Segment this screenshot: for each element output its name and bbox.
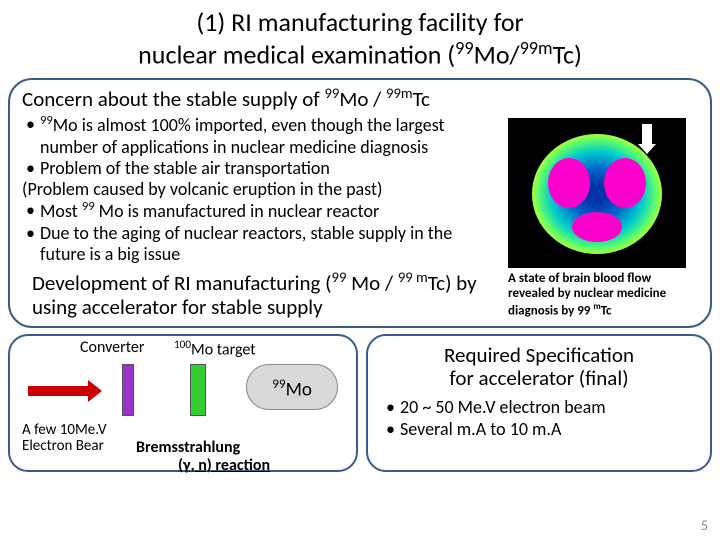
bullet-item: Most 99 Mo is manufactured in nuclear re…: [22, 200, 500, 222]
bullet-item: Problem of the stable air transportation: [22, 158, 500, 179]
converter-bar: [122, 364, 134, 416]
reaction-label: (γ, n) reaction: [178, 456, 270, 475]
target-label: 100Mo target: [174, 338, 256, 359]
brain-image-column: A state of brain blood flow revealed by …: [508, 114, 698, 319]
brems-label: Bremsstrahlung: [136, 438, 240, 457]
spec-item: Several m.A to 10 m.A: [382, 418, 696, 440]
bullet-item: Due to the aging of nuclear reactors, st…: [22, 223, 500, 265]
brain-caption: A state of brain blood flow revealed by …: [508, 272, 698, 319]
arrow-icon: [642, 124, 652, 144]
spec-box: Required Specificationfor accelerator (f…: [366, 334, 712, 472]
concern-title: Concern about the stable supply of 99Mo …: [22, 84, 698, 112]
spec-title: Required Specificationfor accelerator (f…: [382, 344, 696, 390]
converter-label: Converter: [80, 338, 144, 357]
slide-title: (1) RI manufacturing facility for nuclea…: [0, 0, 720, 76]
target-bar: [190, 364, 206, 416]
page-number: 5: [701, 517, 708, 534]
mo-cloud: 99Mo: [246, 364, 338, 410]
bullet-paren: (Problem caused by volcanic eruption in …: [22, 179, 500, 200]
diagram-box: Converter 100Mo target 99Mo A few 10Me.V…: [8, 334, 358, 472]
brain-scan-image: [508, 118, 686, 268]
bullet-item: 99Mo is almost 100% imported, even thoug…: [22, 114, 500, 157]
electron-text: A few 10Me.V Electron Bear: [22, 422, 106, 455]
spec-list: 20 ~ 50 Me.V electron beam Several m.A t…: [382, 396, 696, 440]
spec-item: 20 ~ 50 Me.V electron beam: [382, 396, 696, 418]
bullet-list: 99Mo is almost 100% imported, even thoug…: [22, 114, 500, 319]
beam-arrow-icon: [28, 386, 88, 396]
concern-box: Concern about the stable supply of 99Mo …: [8, 78, 712, 327]
development-text: Development of RI manufacturing (99 Mo /…: [22, 269, 500, 319]
